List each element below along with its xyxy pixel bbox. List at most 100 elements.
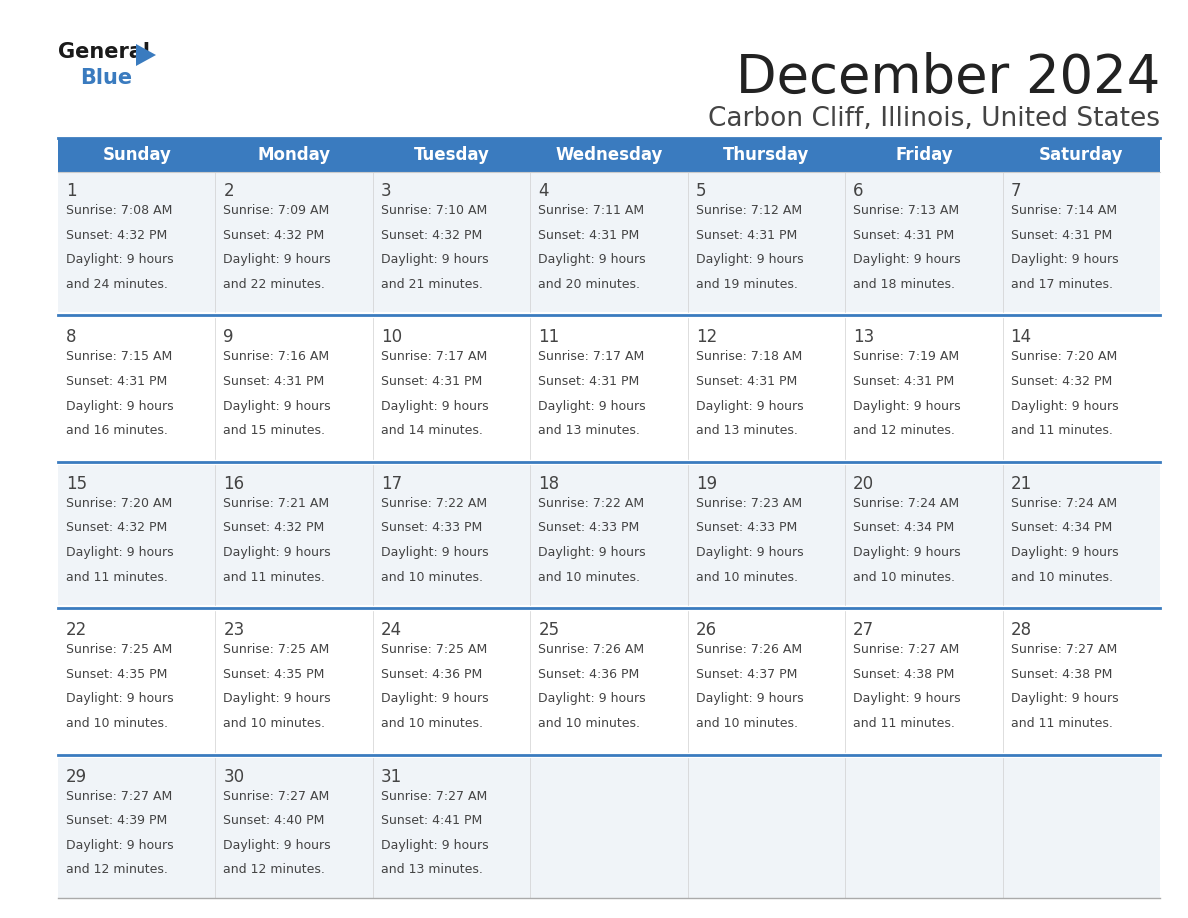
Text: Sunday: Sunday xyxy=(102,146,171,164)
Bar xyxy=(688,319,845,459)
Text: Daylight: 9 hours: Daylight: 9 hours xyxy=(223,399,331,412)
Text: Daylight: 9 hours: Daylight: 9 hours xyxy=(381,839,488,852)
Text: 27: 27 xyxy=(853,621,874,639)
Text: Daylight: 9 hours: Daylight: 9 hours xyxy=(381,546,488,559)
Text: and 20 minutes.: and 20 minutes. xyxy=(538,278,640,291)
Text: and 10 minutes.: and 10 minutes. xyxy=(381,570,482,584)
Text: 20: 20 xyxy=(853,475,874,493)
Text: and 11 minutes.: and 11 minutes. xyxy=(1011,717,1112,730)
Text: Monday: Monday xyxy=(258,146,330,164)
Text: Sunset: 4:31 PM: Sunset: 4:31 PM xyxy=(538,375,639,388)
Bar xyxy=(58,138,215,172)
Text: Sunrise: 7:27 AM: Sunrise: 7:27 AM xyxy=(381,789,487,802)
Text: and 12 minutes.: and 12 minutes. xyxy=(67,863,168,877)
Bar xyxy=(215,138,373,172)
Text: and 10 minutes.: and 10 minutes. xyxy=(538,717,640,730)
Bar xyxy=(530,465,688,605)
Text: and 11 minutes.: and 11 minutes. xyxy=(1011,424,1112,437)
Text: Sunrise: 7:11 AM: Sunrise: 7:11 AM xyxy=(538,204,644,217)
Text: and 11 minutes.: and 11 minutes. xyxy=(853,717,955,730)
Text: Daylight: 9 hours: Daylight: 9 hours xyxy=(696,692,803,705)
Text: December 2024: December 2024 xyxy=(735,52,1159,104)
Text: Daylight: 9 hours: Daylight: 9 hours xyxy=(538,546,646,559)
Text: 25: 25 xyxy=(538,621,560,639)
Text: and 13 minutes.: and 13 minutes. xyxy=(538,424,640,437)
Text: Sunset: 4:33 PM: Sunset: 4:33 PM xyxy=(538,521,639,534)
Text: and 17 minutes.: and 17 minutes. xyxy=(1011,278,1113,291)
Text: Sunset: 4:31 PM: Sunset: 4:31 PM xyxy=(853,375,954,388)
Bar xyxy=(58,319,215,459)
Bar xyxy=(1003,319,1159,459)
Text: Sunset: 4:32 PM: Sunset: 4:32 PM xyxy=(1011,375,1112,388)
Text: 14: 14 xyxy=(1011,329,1031,346)
Text: Sunset: 4:32 PM: Sunset: 4:32 PM xyxy=(67,521,168,534)
Text: Daylight: 9 hours: Daylight: 9 hours xyxy=(223,839,331,852)
Text: 19: 19 xyxy=(696,475,716,493)
Text: and 10 minutes.: and 10 minutes. xyxy=(381,717,482,730)
Text: Sunrise: 7:27 AM: Sunrise: 7:27 AM xyxy=(853,644,960,656)
Text: Daylight: 9 hours: Daylight: 9 hours xyxy=(381,253,488,266)
Bar xyxy=(688,138,845,172)
Bar xyxy=(845,138,1003,172)
Text: Sunrise: 7:17 AM: Sunrise: 7:17 AM xyxy=(381,351,487,364)
Text: Sunset: 4:32 PM: Sunset: 4:32 PM xyxy=(223,521,324,534)
Bar xyxy=(58,611,215,752)
Bar xyxy=(1003,138,1159,172)
Text: Sunset: 4:31 PM: Sunset: 4:31 PM xyxy=(223,375,324,388)
Text: and 10 minutes.: and 10 minutes. xyxy=(538,570,640,584)
Bar xyxy=(215,172,373,312)
Text: Saturday: Saturday xyxy=(1040,146,1124,164)
Text: Sunrise: 7:17 AM: Sunrise: 7:17 AM xyxy=(538,351,645,364)
Bar xyxy=(688,172,845,312)
Text: Sunset: 4:36 PM: Sunset: 4:36 PM xyxy=(381,667,482,681)
Text: Sunrise: 7:22 AM: Sunrise: 7:22 AM xyxy=(381,497,487,509)
Text: and 11 minutes.: and 11 minutes. xyxy=(223,570,326,584)
Text: Blue: Blue xyxy=(80,68,132,88)
Text: and 10 minutes.: and 10 minutes. xyxy=(67,717,168,730)
Bar xyxy=(58,465,215,605)
Text: Sunrise: 7:14 AM: Sunrise: 7:14 AM xyxy=(1011,204,1117,217)
Text: Sunrise: 7:24 AM: Sunrise: 7:24 AM xyxy=(853,497,959,509)
Bar xyxy=(688,611,845,752)
Bar xyxy=(373,319,530,459)
Text: Carbon Cliff, Illinois, United States: Carbon Cliff, Illinois, United States xyxy=(708,106,1159,132)
Text: Sunset: 4:36 PM: Sunset: 4:36 PM xyxy=(538,667,639,681)
Text: and 24 minutes.: and 24 minutes. xyxy=(67,278,168,291)
Text: and 10 minutes.: and 10 minutes. xyxy=(853,570,955,584)
Text: Daylight: 9 hours: Daylight: 9 hours xyxy=(381,692,488,705)
Text: 11: 11 xyxy=(538,329,560,346)
Text: Sunrise: 7:19 AM: Sunrise: 7:19 AM xyxy=(853,351,959,364)
Bar xyxy=(215,319,373,459)
Bar xyxy=(530,611,688,752)
Text: Sunrise: 7:10 AM: Sunrise: 7:10 AM xyxy=(381,204,487,217)
Text: 23: 23 xyxy=(223,621,245,639)
Text: Sunset: 4:41 PM: Sunset: 4:41 PM xyxy=(381,814,482,827)
Text: Sunrise: 7:18 AM: Sunrise: 7:18 AM xyxy=(696,351,802,364)
Text: and 19 minutes.: and 19 minutes. xyxy=(696,278,797,291)
Bar xyxy=(215,465,373,605)
Text: and 13 minutes.: and 13 minutes. xyxy=(381,863,482,877)
Text: Sunrise: 7:09 AM: Sunrise: 7:09 AM xyxy=(223,204,330,217)
Text: Sunrise: 7:20 AM: Sunrise: 7:20 AM xyxy=(1011,351,1117,364)
Text: Sunrise: 7:08 AM: Sunrise: 7:08 AM xyxy=(67,204,172,217)
Text: 7: 7 xyxy=(1011,182,1020,200)
Text: Sunset: 4:34 PM: Sunset: 4:34 PM xyxy=(853,521,954,534)
Text: Daylight: 9 hours: Daylight: 9 hours xyxy=(1011,692,1118,705)
Text: Sunset: 4:31 PM: Sunset: 4:31 PM xyxy=(538,229,639,241)
Text: Sunrise: 7:26 AM: Sunrise: 7:26 AM xyxy=(696,644,802,656)
Text: Daylight: 9 hours: Daylight: 9 hours xyxy=(853,546,961,559)
Text: Friday: Friday xyxy=(895,146,953,164)
Text: 24: 24 xyxy=(381,621,402,639)
Text: Sunset: 4:38 PM: Sunset: 4:38 PM xyxy=(1011,667,1112,681)
Bar xyxy=(845,611,1003,752)
Text: 9: 9 xyxy=(223,329,234,346)
Text: 29: 29 xyxy=(67,767,87,786)
Text: Daylight: 9 hours: Daylight: 9 hours xyxy=(67,839,173,852)
Text: Sunrise: 7:25 AM: Sunrise: 7:25 AM xyxy=(223,644,330,656)
Bar xyxy=(1003,611,1159,752)
Text: Sunset: 4:31 PM: Sunset: 4:31 PM xyxy=(696,229,797,241)
Text: and 14 minutes.: and 14 minutes. xyxy=(381,424,482,437)
Text: Wednesday: Wednesday xyxy=(555,146,663,164)
Text: Sunset: 4:35 PM: Sunset: 4:35 PM xyxy=(67,667,168,681)
Text: Sunset: 4:31 PM: Sunset: 4:31 PM xyxy=(853,229,954,241)
